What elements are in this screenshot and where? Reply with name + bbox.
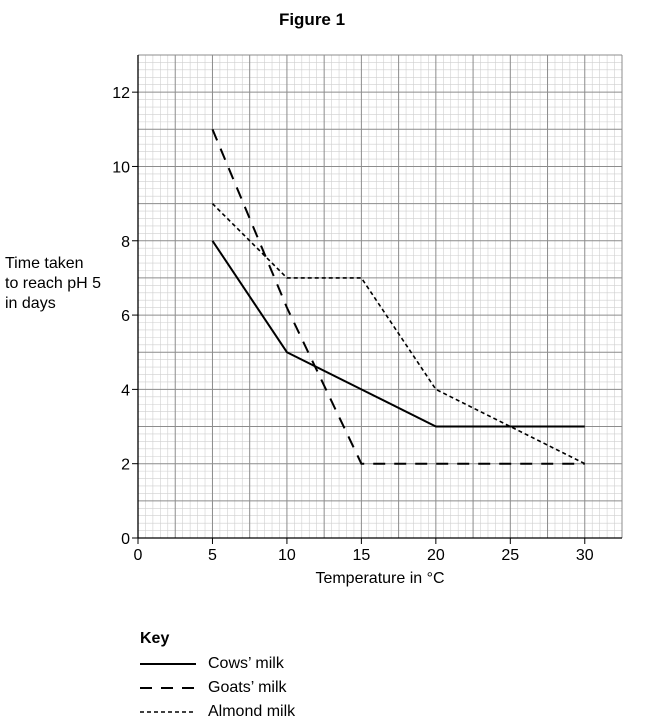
series-line-3: [211, 203, 586, 465]
line-chart: 0 5 10 15 20 25 30 0 2 4 6 8 10 12: [112, 54, 623, 564]
axes: [137, 55, 622, 539]
legend-swatch-solid: [140, 663, 196, 665]
y-axis-label: Time taken to reach pH 5 in days: [5, 254, 101, 314]
legend-swatch-dashed: [140, 687, 196, 689]
legend-item-goats: Goats’ milk: [140, 676, 295, 700]
y-tick-label: 6: [121, 308, 130, 325]
legend-swatch-dotted: [140, 711, 196, 713]
y-axis-label-line-1: Time taken: [5, 255, 84, 272]
tick-labels: 0 5 10 15 20 25 30 0 2 4 6 8 10 12: [112, 85, 594, 564]
x-axis-label: Temperature in °C: [315, 570, 445, 587]
series-line-1: [211, 240, 585, 428]
x-tick-label: 0: [134, 547, 143, 564]
x-tick-label: 10: [278, 547, 296, 564]
series-line-2: [211, 128, 585, 465]
minor-gridlines: [138, 55, 622, 538]
major-gridlines: [137, 54, 623, 539]
legend-item-cows: Cows’ milk: [140, 652, 295, 676]
x-tick-label: 5: [208, 547, 217, 564]
legend: Key Cows’ milk Goats’ milk Almond milk: [140, 630, 295, 724]
y-tick-label: 10: [112, 159, 130, 176]
data-lines: [211, 128, 586, 465]
x-tick-label: 25: [501, 547, 519, 564]
y-tick-label: 0: [121, 531, 130, 548]
legend-label-goats: Goats’ milk: [208, 679, 287, 696]
legend-title: Key: [140, 630, 170, 647]
figure-title: Figure 1: [278, 10, 346, 29]
x-tick-label: 30: [576, 547, 594, 564]
y-tick-label: 4: [121, 382, 130, 399]
legend-item-almond: Almond milk: [140, 700, 295, 724]
y-axis-label-line-3: in days: [5, 295, 56, 312]
legend-label-cows: Cows’ milk: [208, 655, 284, 672]
x-tick-label: 15: [352, 547, 370, 564]
y-tick-label: 12: [112, 85, 130, 102]
legend-label-almond: Almond milk: [208, 703, 296, 720]
y-tick-label: 2: [121, 457, 130, 474]
y-tick-label: 8: [121, 234, 130, 251]
y-axis-label-line-2: to reach pH 5: [5, 275, 102, 292]
x-tick-label: 20: [427, 547, 445, 564]
